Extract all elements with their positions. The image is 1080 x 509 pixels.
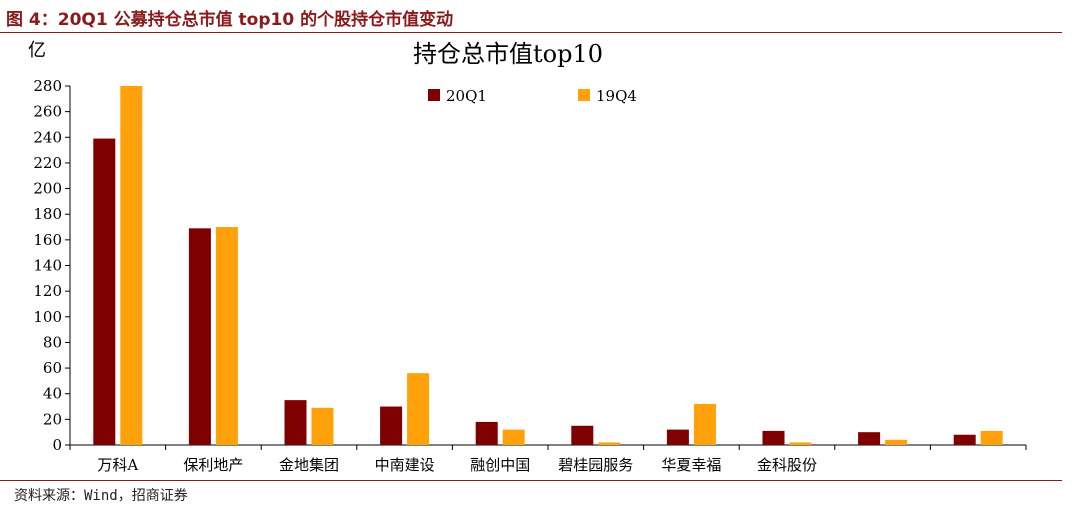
bar-19Q4-1	[215, 227, 238, 445]
y-tick-label: 160	[33, 231, 62, 249]
figure-footer: 资料来源：Wind，招商证券	[0, 480, 1062, 509]
y-tick-label: 260	[33, 103, 62, 121]
y-tick-label: 0	[52, 436, 62, 454]
legend-swatch-19Q4	[578, 89, 590, 101]
bar-19Q4-5	[598, 442, 621, 445]
y-tick-label: 20	[43, 410, 62, 428]
bar-20Q1-4	[475, 421, 498, 445]
legend-swatch-20Q1	[428, 89, 440, 101]
x-category-label: 万科A	[97, 456, 138, 474]
x-category-label: 金科股份	[757, 456, 817, 474]
bar-20Q1-0	[93, 138, 116, 445]
axes: 0 20 40 60 80 100 120 140 160 180 200 220 240 260 280	[33, 77, 1027, 454]
y-tick-label: 120	[33, 282, 62, 300]
y-tick-label: 140	[33, 257, 62, 275]
chart-area: 持仓总市值top10 亿 20Q1 19Q4 0 20 40 60 80 100 120 140…	[0, 34, 1080, 480]
bar-19Q4-3	[407, 373, 430, 445]
x-axis-labels: 万科A 保利地产 金地集团 中南建设 融创中国 碧桂园服务 华夏幸福 金科股份	[97, 456, 817, 474]
figure-caption: 图 4：20Q1 公募持仓总市值 top10 的个股持仓市值变动	[6, 10, 454, 30]
legend-label-19Q4: 19Q4	[596, 87, 637, 105]
legend-label-20Q1: 20Q1	[446, 87, 487, 105]
y-tick-label: 60	[43, 359, 62, 377]
y-tick-label: 100	[33, 308, 62, 326]
bar-19Q4-2	[311, 407, 334, 445]
x-category-label: 碧桂园服务	[558, 456, 633, 474]
bar-20Q1-6	[666, 429, 689, 445]
bars	[93, 86, 1003, 445]
bar-chart: 持仓总市值top10 亿 20Q1 19Q4 0 20 40 60 80 100 120 140…	[28, 40, 1027, 474]
y-tick-label: 80	[43, 333, 62, 351]
bar-19Q4-6	[693, 403, 716, 445]
x-category-label: 融创中国	[470, 456, 530, 474]
y-tick-label: 40	[43, 385, 62, 403]
y-tick-label: 200	[33, 180, 62, 198]
bar-19Q4-8	[885, 439, 908, 445]
bar-20Q1-3	[380, 406, 403, 445]
bar-20Q1-7	[762, 430, 785, 445]
bar-19Q4-0	[120, 86, 143, 445]
y-axis-unit-label: 亿	[28, 40, 46, 61]
x-category-label: 中南建设	[375, 456, 435, 474]
y-tick-label: 240	[33, 128, 62, 146]
y-tick-label: 180	[33, 205, 62, 223]
bar-20Q1-8	[858, 432, 881, 445]
x-category-label: 金地集团	[279, 456, 339, 474]
figure-source: 资料来源：Wind，招商证券	[14, 488, 188, 504]
bar-20Q1-9	[953, 434, 976, 445]
x-category-label: 华夏幸福	[661, 456, 721, 474]
y-tick-label: 220	[33, 154, 62, 172]
y-tick-label: 280	[33, 77, 62, 95]
bar-19Q4-4	[502, 429, 525, 445]
x-category-label: 保利地产	[183, 456, 243, 474]
bar-19Q4-7	[789, 442, 812, 445]
figure-header: 图 4：20Q1 公募持仓总市值 top10 的个股持仓市值变动	[0, 0, 1062, 33]
bar-20Q1-5	[571, 425, 594, 445]
chart-title: 持仓总市值top10	[413, 40, 603, 68]
bar-19Q4-9	[980, 430, 1003, 445]
legend: 20Q1 19Q4	[428, 87, 637, 105]
bar-20Q1-2	[284, 400, 307, 445]
bar-20Q1-1	[188, 228, 211, 445]
